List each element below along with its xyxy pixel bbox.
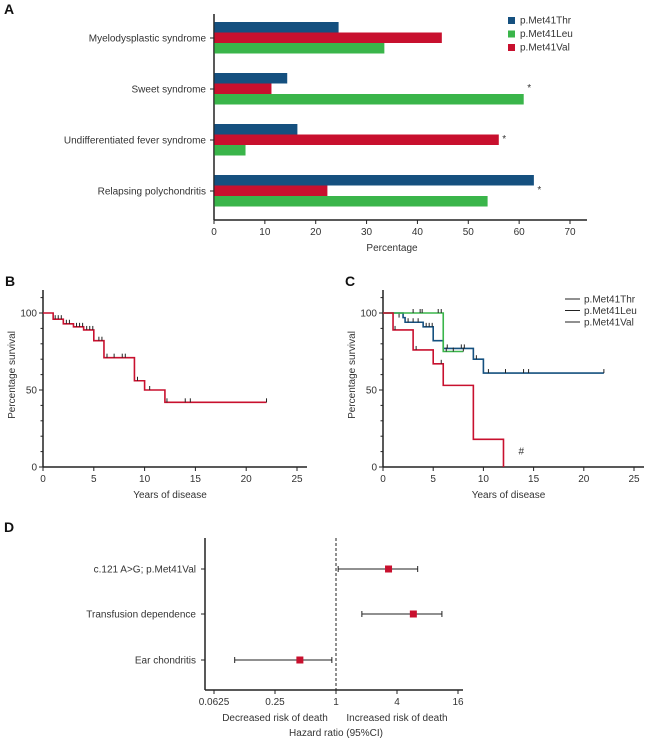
x-tick-label-b: 0 <box>40 474 46 485</box>
y-tick-label-b: 100 <box>20 309 37 320</box>
bar-leu <box>214 145 246 156</box>
hazard-ratio-point <box>385 565 393 573</box>
legend-label-c: p.Met41Val <box>584 318 634 329</box>
y-tick-label-c: 0 <box>371 463 377 474</box>
survival-curve-val <box>43 312 267 404</box>
panel-label-c: C <box>345 273 355 289</box>
x-tick-label-b: 25 <box>291 474 303 485</box>
y-axis-title-c: Percentage survival <box>347 331 358 419</box>
x-tick-label-b: 15 <box>190 474 202 485</box>
bar-leu <box>214 94 524 105</box>
x-axis-title-d: Hazard ratio (95%CI) <box>289 728 383 739</box>
bar-thr <box>214 124 298 135</box>
category-label: Sweet syndrome <box>132 85 207 96</box>
legend-label-c: p.Met41Thr <box>584 295 636 306</box>
x-tick-label-b: 20 <box>241 474 253 485</box>
y-tick-label-c: 50 <box>366 386 378 397</box>
survival-curve-val <box>383 312 505 467</box>
legend-label-a: p.Met41Thr <box>520 16 572 27</box>
bar-val <box>214 185 328 196</box>
x-tick-label-a: 70 <box>564 227 576 238</box>
legend-label-c: p.Met41Leu <box>584 306 637 317</box>
category-label: Relapsing polychondritis <box>98 187 206 198</box>
x-tick-label-d: 1 <box>333 697 339 708</box>
x-tick-label-a: 0 <box>211 227 217 238</box>
y-tick-label-b: 0 <box>31 463 37 474</box>
x-axis-title-b: Years of disease <box>133 490 207 501</box>
forest-row-label: Ear chondritis <box>135 656 196 667</box>
panel-label-d: D <box>4 519 14 535</box>
x-axis-title-a: Percentage <box>366 243 418 254</box>
x-tick-label-b: 5 <box>91 474 97 485</box>
forest-row-label: Transfusion dependence <box>86 610 196 621</box>
legend-swatch-val <box>508 44 515 51</box>
bar-leu <box>214 43 385 54</box>
x-tick-label-d: 16 <box>452 697 464 708</box>
significance-asterisk: * <box>527 83 531 94</box>
panel-label-b: B <box>5 273 15 289</box>
bar-thr <box>214 175 534 186</box>
bar-val <box>214 83 272 94</box>
x-tick-label-c: 5 <box>430 474 436 485</box>
y-tick-label-b: 50 <box>26 386 38 397</box>
bar-leu <box>214 196 488 207</box>
significance-hash: # <box>519 447 525 458</box>
x-tick-label-c: 15 <box>528 474 540 485</box>
x-axis-title-c: Years of disease <box>472 490 546 501</box>
x-tick-label-c: 25 <box>628 474 640 485</box>
x-tick-label-c: 20 <box>578 474 590 485</box>
bar-val <box>214 134 499 145</box>
bar-val <box>214 32 442 43</box>
x-tick-label-d: 0.0625 <box>199 697 230 708</box>
x-tick-label-b: 10 <box>139 474 151 485</box>
x-tick-label-c: 0 <box>380 474 386 485</box>
x-tick-label-a: 60 <box>514 227 526 238</box>
y-axis-title-b: Percentage survival <box>7 331 18 419</box>
significance-asterisk: * <box>502 134 506 145</box>
legend-label-a: p.Met41Val <box>520 43 570 54</box>
x-tick-label-a: 30 <box>361 227 373 238</box>
x-tick-label-a: 20 <box>310 227 322 238</box>
hazard-ratio-point <box>296 656 304 664</box>
significance-asterisk: * <box>537 185 541 196</box>
category-label: Myelodysplastic syndrome <box>89 34 207 45</box>
x-tick-label-d: 0.25 <box>265 697 285 708</box>
y-tick-label-c: 100 <box>360 309 377 320</box>
x-tick-label-a: 10 <box>259 227 271 238</box>
x-tick-label-c: 10 <box>478 474 490 485</box>
panel-label-a: A <box>4 1 14 17</box>
decreased-risk-label: Decreased risk of death <box>222 713 328 724</box>
increased-risk-label: Increased risk of death <box>346 713 447 724</box>
survival-curve-thr <box>383 312 604 374</box>
legend-label-a: p.Met41Leu <box>520 29 573 40</box>
survival-curve-leu <box>383 312 464 353</box>
x-tick-label-a: 50 <box>463 227 475 238</box>
category-label: Undifferentiated fever syndrome <box>64 136 207 147</box>
legend-swatch-leu <box>508 30 515 38</box>
legend-swatch-thr <box>508 17 515 24</box>
bar-thr <box>214 73 288 84</box>
bar-thr <box>214 22 339 33</box>
x-tick-label-a: 40 <box>412 227 424 238</box>
hazard-ratio-point <box>409 610 417 618</box>
forest-row-label: c.121 A>G; p.Met41Val <box>94 565 196 576</box>
x-tick-label-d: 4 <box>394 697 400 708</box>
